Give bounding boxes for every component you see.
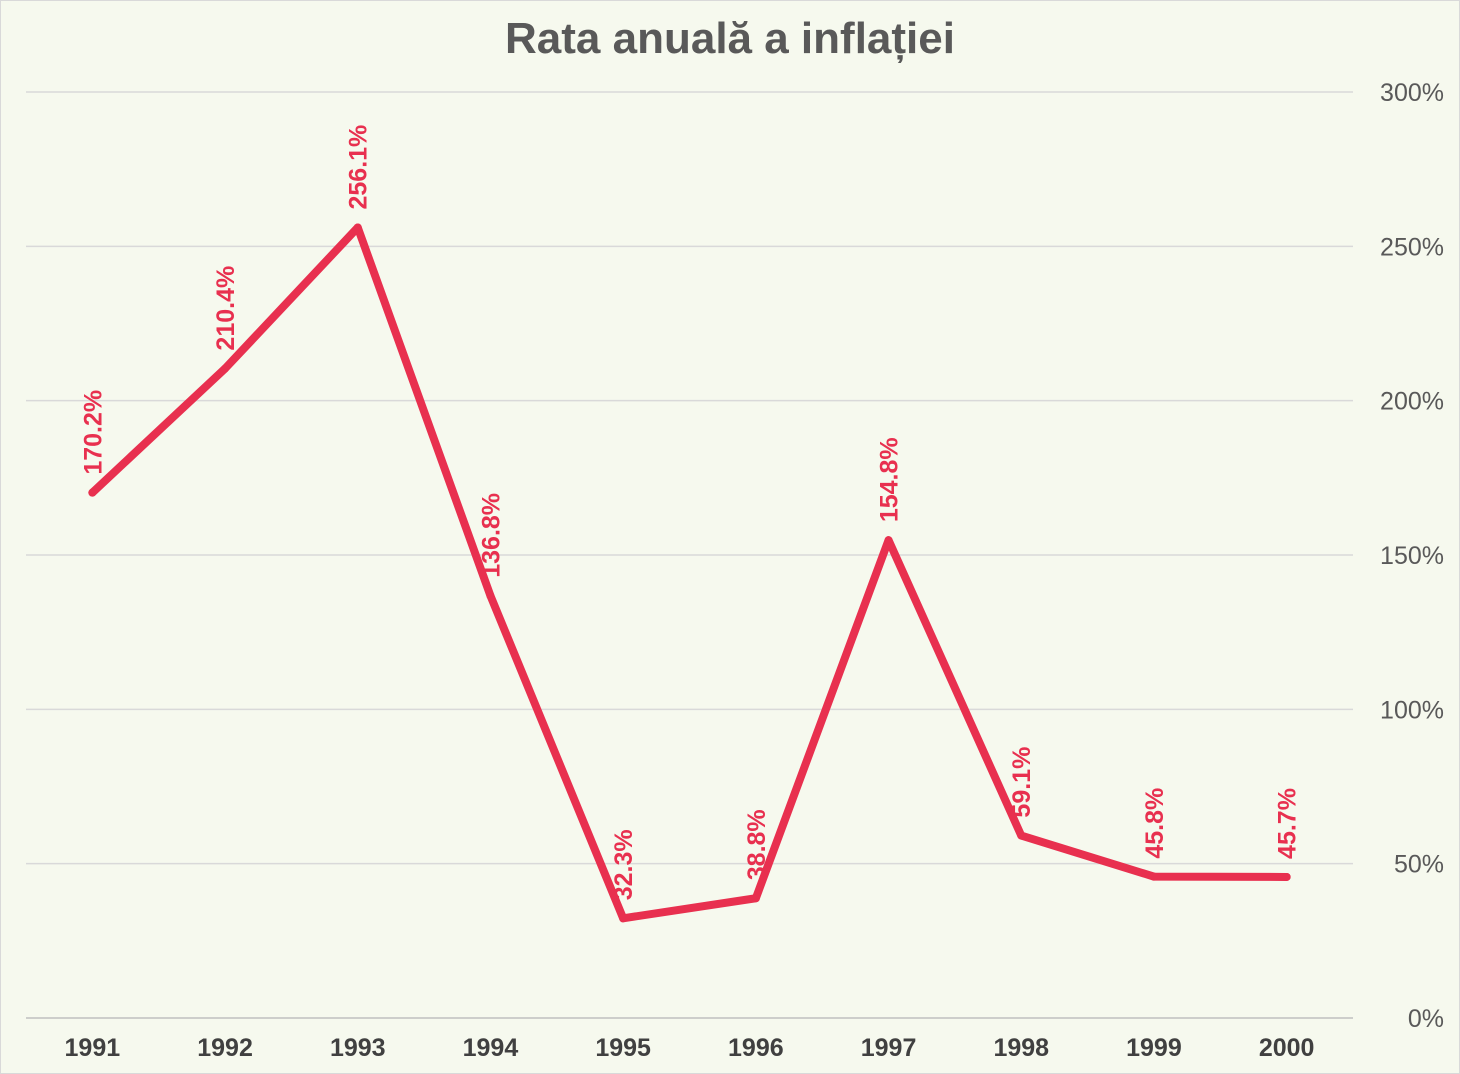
x-tick-label: 2000 [1259, 1034, 1315, 1062]
data-point [1282, 872, 1291, 881]
y-tick-label: 250% [1380, 233, 1444, 261]
data-label: 59.1% [1008, 747, 1036, 818]
data-label: 136.8% [477, 493, 505, 578]
y-tick-label: 150% [1380, 542, 1444, 570]
data-label: 32.3% [610, 829, 638, 900]
data-label: 170.2% [79, 390, 107, 475]
y-tick-label: 100% [1380, 696, 1444, 724]
x-tick-label: 1998 [993, 1034, 1049, 1062]
data-point [1149, 872, 1158, 881]
x-tick-label: 1993 [330, 1034, 386, 1062]
y-tick-label: 200% [1380, 388, 1444, 416]
y-tick-label: 50% [1394, 851, 1444, 879]
data-label: 45.7% [1274, 788, 1302, 859]
x-tick-label: 1996 [728, 1034, 784, 1062]
data-label: 210.4% [212, 266, 240, 351]
x-tick-label: 1997 [861, 1034, 917, 1062]
data-labels: 170.2% 210.4% 256.1% 136.8% 32.3% 38.8% 154.8%… [79, 125, 1301, 901]
data-point [751, 894, 760, 903]
x-tick-label: 1999 [1126, 1034, 1182, 1062]
y-tick-label: 0% [1408, 1005, 1444, 1033]
series-group [88, 223, 1291, 923]
gridlines [26, 91, 1353, 1019]
y-axis-ticks: 0% 50% 100% 150% 200% 250% 300% [1380, 79, 1444, 1033]
data-point [619, 914, 628, 923]
data-point [88, 488, 97, 497]
data-point [1017, 831, 1026, 840]
x-tick-label: 1995 [595, 1034, 651, 1062]
data-label: 38.8% [743, 809, 771, 880]
x-tick-label: 1992 [197, 1034, 253, 1062]
chart-title: Rata anuală a inflației [505, 14, 955, 63]
data-label: 45.8% [1141, 788, 1169, 859]
x-tick-label: 1991 [65, 1034, 121, 1062]
data-label: 154.8% [876, 437, 904, 522]
data-label: 256.1% [345, 125, 373, 210]
data-point [884, 536, 893, 545]
x-axis-ticks: 1991 1992 1993 1994 1995 1996 1997 1998 1999 2000 [65, 1034, 1315, 1062]
data-point [353, 223, 362, 232]
data-point [486, 591, 495, 600]
series-line [88, 223, 1291, 923]
y-tick-label: 300% [1380, 79, 1444, 107]
x-tick-label: 1994 [463, 1034, 519, 1062]
data-point [221, 364, 230, 373]
